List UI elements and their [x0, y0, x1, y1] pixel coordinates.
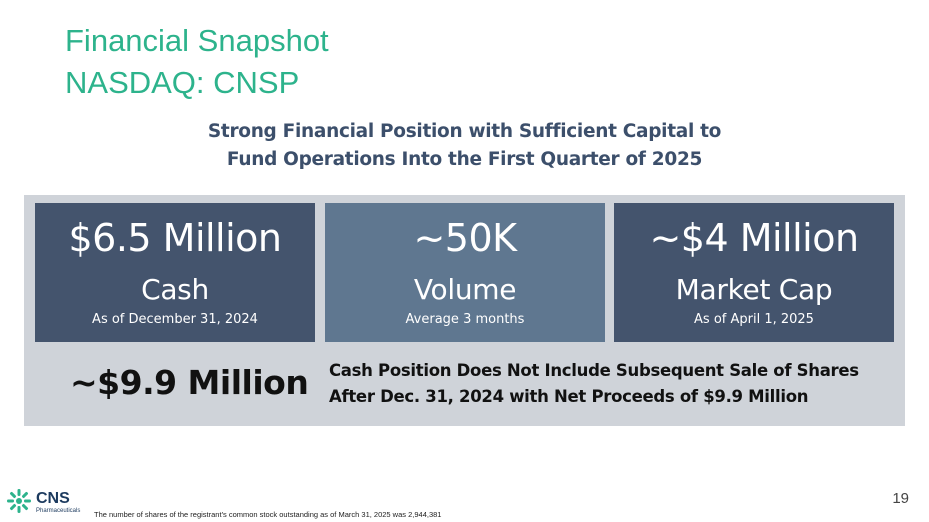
volume-value: ~50K	[413, 216, 517, 260]
cash-card: $6.5 Million Cash As of December 31, 202…	[35, 203, 315, 342]
volume-label: Volume	[413, 273, 517, 306]
proceeds-note-line-2: After Dec. 31, 2024 with Net Proceeds of…	[329, 387, 809, 406]
financial-panel: $6.5 Million Cash As of December 31, 202…	[24, 195, 905, 426]
proceeds-figure: ~$9.9 Million	[70, 363, 309, 402]
title-line-1: Financial Snapshot	[65, 23, 329, 58]
cash-label: Cash	[141, 273, 209, 306]
page-number: 19	[892, 490, 909, 507]
market-cap-card: ~$4 Million Market Cap As of April 1, 20…	[614, 203, 894, 342]
slide-subtitle: Strong Financial Position with Sufficien…	[0, 118, 929, 174]
proceeds-note: Cash Position Does Not Include Subsequen…	[329, 358, 859, 410]
slide-title: Financial Snapshot NASDAQ: CNSP	[65, 20, 329, 104]
market-cap-label: Market Cap	[675, 273, 833, 306]
subtitle-line-2: Fund Operations Into the First Quarter o…	[226, 149, 703, 170]
footnote: The number of shares of the registrant's…	[94, 510, 442, 519]
title-line-2: NASDAQ: CNSP	[65, 65, 300, 100]
cash-note: As of December 31, 2024	[92, 312, 258, 327]
subtitle-line-1: Strong Financial Position with Sufficien…	[207, 121, 722, 142]
proceeds-note-line-1: Cash Position Does Not Include Subsequen…	[329, 361, 859, 380]
market-cap-note: As of April 1, 2025	[694, 312, 814, 327]
company-logo: CNS Pharmaceuticals	[6, 488, 86, 518]
volume-card: ~50K Volume Average 3 months	[325, 203, 605, 342]
volume-note: Average 3 months	[405, 312, 525, 327]
cash-value: $6.5 Million	[68, 216, 282, 260]
market-cap-value: ~$4 Million	[649, 216, 859, 260]
logo-name: CNS	[36, 490, 70, 507]
logo-subtext: Pharmaceuticals	[36, 508, 81, 514]
cns-logo-icon	[7, 489, 31, 513]
